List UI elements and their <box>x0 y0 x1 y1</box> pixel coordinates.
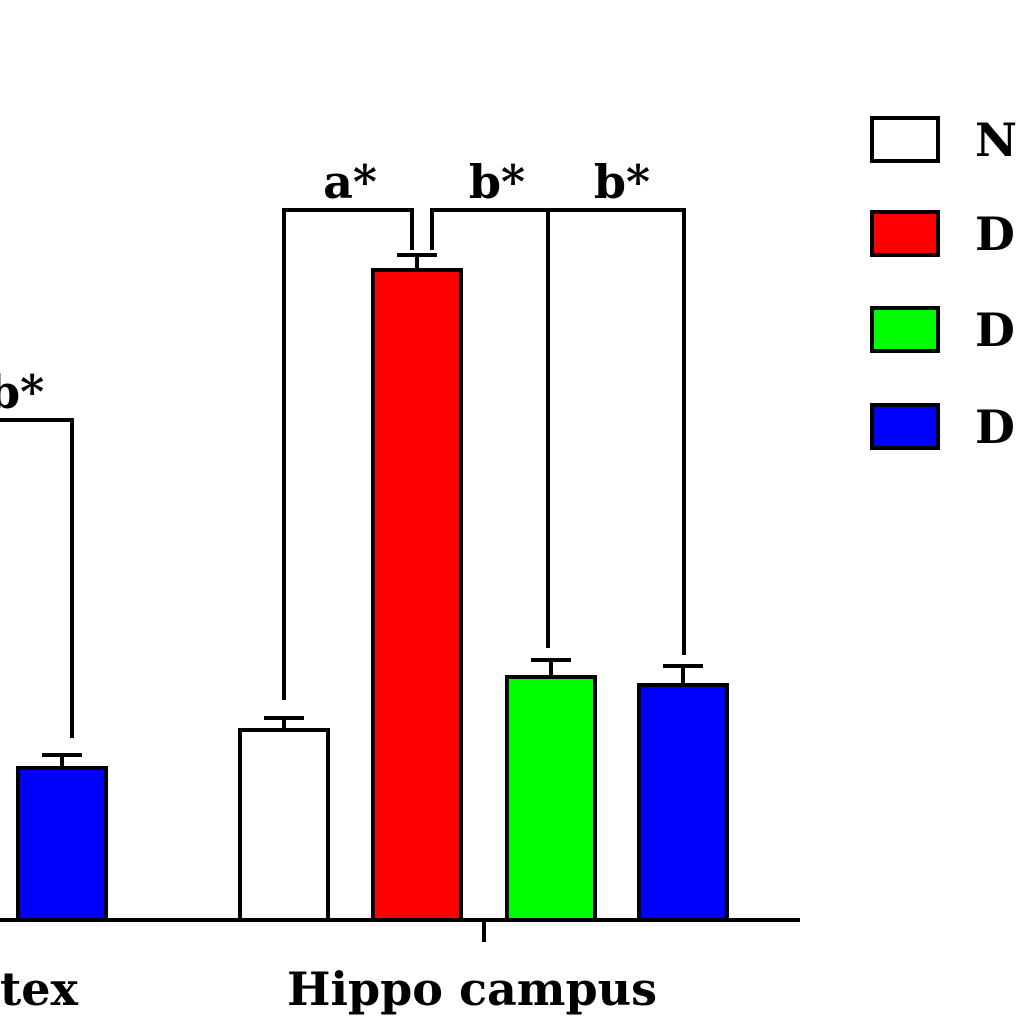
legend-swatch <box>870 116 940 163</box>
bar <box>16 766 108 922</box>
legend-label: N <box>975 113 1017 167</box>
legend-swatch <box>870 306 940 353</box>
legend-label: D <box>975 303 1015 357</box>
significance-bracket <box>430 208 550 648</box>
bar <box>371 268 463 922</box>
significance-bracket <box>548 208 686 655</box>
significance-bracket <box>282 208 414 700</box>
legend-label: D <box>975 400 1015 454</box>
legend-swatch <box>870 210 940 257</box>
x-tick-label: Hippo campus <box>287 962 657 1016</box>
annotation: b* <box>594 155 650 209</box>
legend-swatch <box>870 403 940 450</box>
legend-label: D <box>975 207 1015 261</box>
bar <box>637 683 729 922</box>
significance-bracket <box>0 418 74 738</box>
annotation: a* <box>323 155 377 209</box>
annotation: b* <box>0 365 44 419</box>
annotation: b* <box>469 155 525 209</box>
bar <box>238 728 330 922</box>
x-tick-label: tex <box>0 962 79 1016</box>
bar <box>505 675 597 922</box>
